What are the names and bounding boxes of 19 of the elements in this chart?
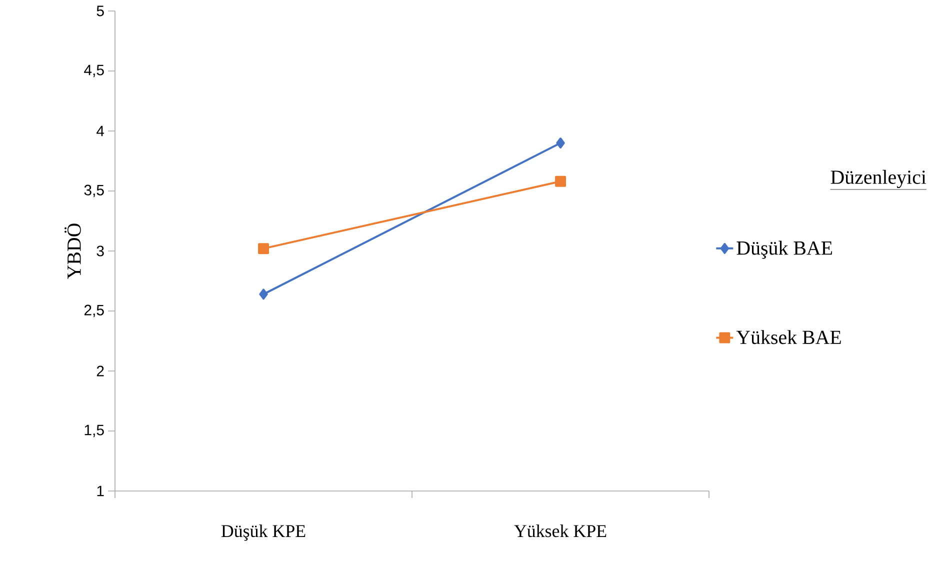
point <box>555 176 566 187</box>
y-tick-label: 1,5 <box>84 424 104 438</box>
y-axis-title: YBDÖ <box>64 224 81 279</box>
legend-label: Yüksek BAE <box>736 330 841 344</box>
point <box>258 243 269 254</box>
y-tick-label: 4,5 <box>84 64 104 78</box>
y-tick-label: 5 <box>96 6 104 16</box>
y-tick-label: 1 <box>97 486 104 496</box>
point <box>259 288 268 300</box>
legend-title: Düzenleyici <box>830 170 926 188</box>
y-tick-label: 4 <box>96 126 104 136</box>
legend-label: Düşük BAE <box>736 240 832 259</box>
point <box>556 138 565 148</box>
x-tick-label: Yüksek KPE <box>514 524 606 538</box>
x-tick-label: Düşük KPE <box>221 524 306 541</box>
y-tick-label: 3 <box>96 246 104 256</box>
y-tick-label: 2,5 <box>84 304 104 318</box>
y-tick-label: 2 <box>96 366 104 376</box>
y-tick-label: 3,5 <box>84 184 104 198</box>
